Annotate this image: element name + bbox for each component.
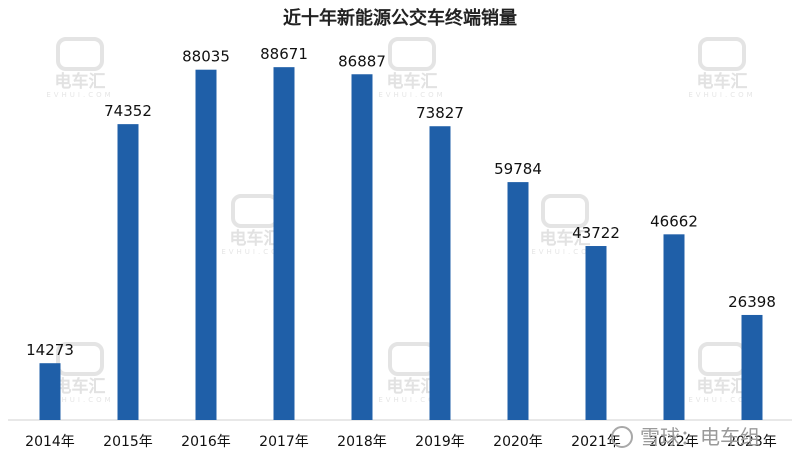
watermark-text: 电车汇 bbox=[55, 71, 106, 92]
watermark-subtext: EVHUI.COM bbox=[221, 248, 288, 256]
bar-2018年 bbox=[351, 74, 373, 420]
evhui-logo-icon bbox=[388, 342, 436, 376]
chart-title: 近十年新能源公交车终端销量 bbox=[283, 7, 517, 29]
watermark-subtext: EVHUI.COM bbox=[531, 248, 598, 256]
bar-2022年 bbox=[663, 234, 685, 420]
value-label: 86887 bbox=[338, 52, 386, 70]
bar-2015年 bbox=[117, 124, 139, 421]
bar-2019年 bbox=[429, 126, 451, 420]
evhui-logo-icon bbox=[231, 194, 279, 228]
x-tick-label: 2018年 bbox=[337, 434, 387, 450]
value-label: 88671 bbox=[260, 45, 308, 63]
data-labels: 14273 74352 88035 88671 86887 73827 59784 43722… bbox=[26, 45, 776, 359]
bar-series bbox=[39, 67, 763, 421]
bar-2017年 bbox=[273, 67, 295, 420]
watermark-subtext: EVHUI.COM bbox=[688, 396, 755, 404]
value-label: 74352 bbox=[104, 102, 152, 120]
x-tick-labels: 2014年 2015年 2016年 2017年 2018年 2019年 2020年 2021年… bbox=[25, 434, 777, 450]
bar-2016年 bbox=[195, 69, 217, 420]
evhui-logo-icon bbox=[698, 37, 746, 71]
watermark-subtext: EVHUI.COM bbox=[688, 91, 755, 99]
evhui-logo-icon bbox=[56, 37, 104, 71]
bar-2014年 bbox=[39, 363, 61, 420]
watermark-text: 电车汇 bbox=[540, 228, 591, 249]
credit-watermark: 雪球：电车组 bbox=[611, 425, 760, 449]
value-label: 88035 bbox=[182, 48, 230, 66]
watermark-subtext: EVHUI.COM bbox=[378, 91, 445, 99]
watermark-text: 电车汇 bbox=[387, 376, 438, 397]
watermark-text: 电车汇 bbox=[387, 71, 438, 92]
x-tick-label: 2022年 bbox=[649, 434, 699, 450]
watermark-subtext: EVHUI.COM bbox=[46, 396, 113, 404]
value-label: 73827 bbox=[416, 104, 464, 122]
evhui-logo-icon bbox=[388, 37, 436, 71]
value-label: 46662 bbox=[650, 212, 698, 230]
x-tick-label: 2016年 bbox=[181, 434, 231, 450]
evhui-logo-icon bbox=[698, 342, 746, 376]
evhui-logo-icon bbox=[541, 194, 589, 228]
x-tick-label: 2015年 bbox=[103, 434, 153, 450]
watermark-text: 电车汇 bbox=[230, 228, 281, 249]
x-tick-label: 2021年 bbox=[571, 434, 621, 450]
credit-text: 雪球：电车组 bbox=[640, 425, 760, 449]
x-tick-label: 2019年 bbox=[415, 434, 465, 450]
bar-2020年 bbox=[507, 182, 529, 420]
value-label: 43722 bbox=[572, 224, 620, 242]
watermark-subtext: EVHUI.COM bbox=[378, 396, 445, 404]
watermark-subtext: EVHUI.COM bbox=[46, 91, 113, 99]
x-tick-label: 2023年 bbox=[727, 434, 777, 450]
evhui-logo-icon bbox=[56, 342, 104, 376]
watermark-text: 电车汇 bbox=[697, 71, 748, 92]
value-label: 59784 bbox=[494, 160, 542, 178]
bar-2023年 bbox=[741, 314, 763, 420]
value-label: 14273 bbox=[26, 341, 74, 359]
snowball-logo-icon bbox=[611, 426, 633, 448]
bar-2021年 bbox=[585, 246, 607, 420]
watermark-text: 电车汇 bbox=[697, 376, 748, 397]
watermark-layer: 电车汇EVHUI.COM电车汇EVHUI.COM电车汇EVHUI.COM电车汇E… bbox=[46, 37, 755, 404]
x-tick-label: 2020年 bbox=[493, 434, 543, 450]
x-tick-label: 2014年 bbox=[25, 434, 75, 450]
watermark-text: 电车汇 bbox=[55, 376, 106, 397]
x-tick-label: 2017年 bbox=[259, 434, 309, 450]
value-label: 26398 bbox=[728, 293, 776, 311]
